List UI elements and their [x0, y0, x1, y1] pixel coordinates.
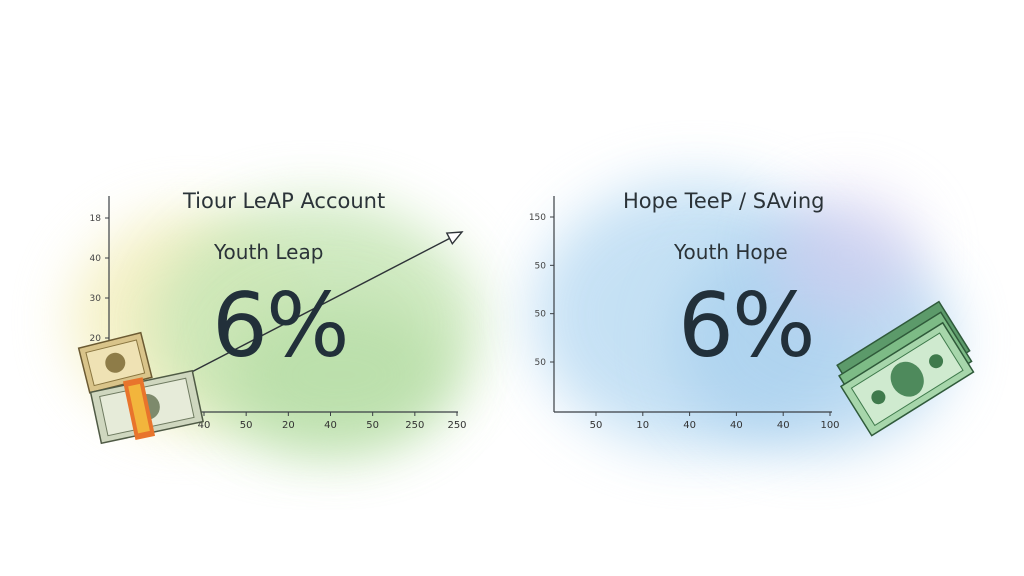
- chart-subtitle: Youth Hope: [674, 240, 788, 264]
- y-tick-label: 20: [90, 334, 102, 344]
- x-tick-label: 40: [777, 420, 790, 431]
- chart-title: Tiour LeAP Account: [183, 189, 386, 213]
- x-tick-label: 20: [282, 420, 295, 431]
- y-tick-label: 150: [529, 213, 546, 223]
- y-tick-label: 30: [90, 294, 102, 304]
- x-tick-label: 40: [324, 420, 337, 431]
- y-tick-label: 50: [535, 261, 547, 271]
- watercolor-wash: [772, 190, 922, 320]
- x-tick-label: 40: [730, 420, 743, 431]
- rate-value: 6%: [212, 274, 350, 377]
- x-tick-label: 10: [636, 420, 649, 431]
- cash-bundle-icon: [77, 331, 204, 445]
- trend-arrowhead: [445, 231, 464, 246]
- y-tick-label: 50: [535, 310, 547, 320]
- x-tick-label: 50: [590, 420, 603, 431]
- x-tick-label: 40: [198, 420, 211, 431]
- chart-panel-hope: 150 50 50 50 50 10 40 40 40 100 Hope TeeP / SAvin…: [512, 0, 1024, 576]
- rate-value: 6%: [678, 274, 816, 377]
- trend-line: [179, 231, 463, 379]
- x-tick-label: 100: [820, 420, 839, 431]
- chart-axes: 150 50 50 50 50 10 40 40 40 100: [529, 196, 840, 431]
- x-tick-label: 250: [405, 420, 424, 431]
- y-tick-label: 50: [535, 358, 547, 368]
- x-tick-label: 40: [683, 420, 696, 431]
- chart-subtitle: Youth Leap: [214, 240, 324, 264]
- x-tick-label: 250: [447, 420, 466, 431]
- y-tick-label: 18: [90, 214, 102, 224]
- watercolor-wash: [230, 300, 450, 450]
- x-tick-label: 50: [366, 420, 379, 431]
- chart-title: Hope TeeP / SAving: [623, 189, 825, 213]
- y-tick-label: 40: [90, 254, 102, 264]
- x-tick-label: 50: [240, 420, 253, 431]
- dollar-bills-icon: [836, 300, 975, 437]
- chart-panel-leap: 18 40 30 20 40 50 20 40 50 250 250 Tiour LeAP Acco…: [70, 189, 480, 450]
